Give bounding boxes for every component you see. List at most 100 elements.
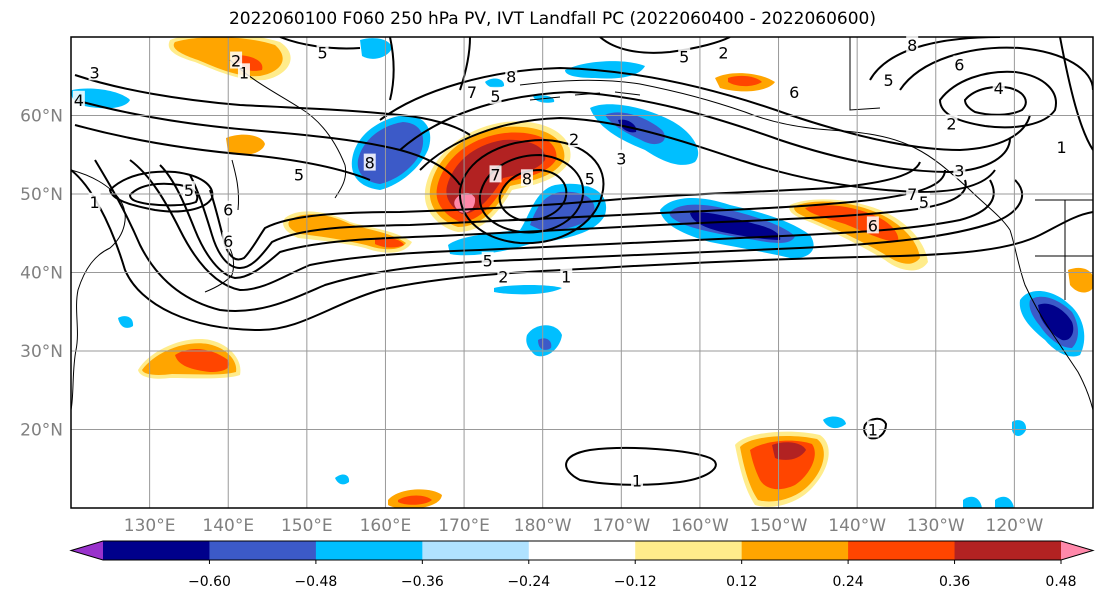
contour-label: 5: [483, 252, 493, 271]
contour-label: 7: [490, 165, 500, 184]
contour-label-bg: [505, 67, 518, 85]
pv-contour-19: [899, 46, 1093, 91]
colorbar-tick-label: −0.60: [188, 574, 231, 590]
pv-contour-26: [565, 447, 717, 486]
contour-label-bg: [292, 165, 305, 183]
positive-anomaly-small-1: [226, 134, 265, 156]
contour-label-bg: [866, 420, 879, 438]
pv-contour-28: [1059, 37, 1093, 151]
coastlines: [71, 37, 1093, 411]
lon-label: 150°W: [750, 516, 808, 536]
pv-contour-17: [379, 66, 1031, 152]
contour-label-bg: [882, 71, 895, 89]
negative-anomaly-small-16: [118, 316, 134, 328]
colorbar-tick-label: 0.36: [939, 574, 970, 590]
colorbar-tick-label: −0.12: [614, 574, 657, 590]
contour-label: 1: [239, 63, 249, 82]
contour-label: 8: [522, 169, 532, 188]
positive-anomaly-small-7-core: [728, 75, 762, 87]
contour-label-bg: [316, 43, 329, 61]
contour-label-bg: [906, 35, 919, 53]
contour-label: 1: [561, 267, 571, 286]
contour-label-bg: [678, 47, 691, 65]
pv-contour-18: [938, 70, 1057, 129]
contour-label-bg: [481, 251, 494, 269]
colorbar-extend-low: [71, 541, 103, 560]
negative-anomaly-small-10: [1012, 420, 1027, 436]
contour-label-bg: [583, 169, 596, 187]
pv-contour-15: [419, 116, 996, 194]
pv-contour-27: [863, 417, 888, 440]
contour-label-bg: [866, 216, 879, 234]
contour-label-bg: [489, 86, 502, 104]
colorbar-segment: [209, 541, 317, 560]
positive-anomaly-small-8: [1068, 267, 1093, 293]
contour-label-bg: [953, 55, 966, 73]
contour-label-bg: [497, 267, 510, 285]
contour-label-bg: [1055, 137, 1068, 155]
coastline-japan: [204, 239, 235, 293]
pv-contour-6: [209, 161, 921, 261]
contour-label-bg: [465, 82, 478, 100]
negative-anomaly-small-6: [494, 285, 562, 295]
contour-label: 4: [74, 91, 84, 110]
negative-anomaly-small-2: [360, 38, 392, 59]
contour-label: 6: [954, 55, 964, 74]
pv-contour-3: [129, 159, 995, 292]
pv-contour-8: [74, 99, 461, 186]
contour-label: 4: [994, 79, 1004, 98]
colorbar-tick-label: 0.48: [1045, 574, 1076, 590]
coastline-alaska: [519, 79, 1011, 231]
pv-contour-2: [94, 159, 1024, 312]
lon-label: 140°E: [202, 516, 254, 536]
contour-label: 5: [317, 44, 327, 63]
pv-contour-24: [599, 37, 731, 54]
colorbar-segment: [954, 541, 1062, 560]
contour-label: 5: [884, 71, 894, 90]
contour-label: 2: [946, 114, 956, 133]
contour-label: 5: [490, 87, 500, 106]
pv-contour-13: [478, 153, 585, 234]
colorbar-tick-label: 0.12: [726, 574, 757, 590]
contour-label: 8: [506, 67, 516, 86]
negative-anomaly-small-11: [823, 416, 846, 429]
lat-label: 30°N: [20, 342, 63, 362]
contour-label-bg: [717, 43, 730, 61]
lon-label: 170°W: [592, 516, 650, 536]
colorbar-segment: [315, 541, 423, 560]
border-us-states: [1035, 200, 1093, 300]
contour-label-bg: [560, 267, 573, 285]
contour-label: 5: [585, 169, 595, 188]
contour-label: 1: [1056, 138, 1066, 157]
contour-label: 2: [498, 267, 508, 286]
lat-label: 50°N: [20, 185, 63, 205]
contour-label-bg: [489, 165, 502, 183]
lon-label: 180°W: [514, 516, 572, 536]
colorbar-segment: [528, 541, 636, 560]
border-canada-alaska: [849, 37, 881, 111]
contour-label-bg: [222, 232, 235, 250]
negative-anomaly-small-4: [485, 78, 505, 89]
longitude-labels: 130°E 140°E 150°E 160°E 170°E 180°W 170°W 160°W…: [124, 516, 1044, 536]
negative-anomaly-small-15: [995, 496, 1014, 508]
contour-label: 8: [907, 36, 917, 55]
lat-label: 60°N: [20, 107, 63, 127]
colorbar-segment: [848, 541, 956, 560]
contour-label: 8: [365, 154, 375, 173]
negative-anomaly-small-14: [963, 496, 982, 508]
contour-label: 7: [467, 83, 477, 102]
contour-label-bg: [917, 192, 930, 210]
positive-anomaly-150e-45n: [283, 211, 412, 253]
coastline-sakhalin: [231, 159, 239, 211]
pv-contour-9: [74, 124, 371, 181]
pv-contour-14: [458, 138, 605, 245]
lon-label: 140°W: [828, 516, 886, 536]
colorbar-tick-label: 0.24: [833, 574, 864, 590]
contour-label: 2: [718, 44, 728, 63]
colorbar-outline: [69, 540, 1095, 561]
pv-contour-4: [159, 164, 967, 280]
contour-label-bg: [788, 82, 801, 100]
coastline-kamchatka: [229, 59, 347, 199]
pv-contour-10: [108, 170, 214, 213]
